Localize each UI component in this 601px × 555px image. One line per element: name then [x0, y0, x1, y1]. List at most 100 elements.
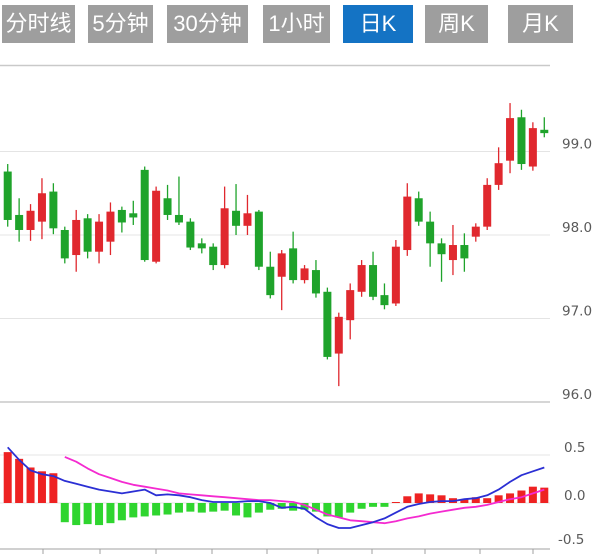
- candle-body: [140, 169, 149, 261]
- macd-bar-negative: [334, 503, 343, 518]
- candle-body: [528, 128, 537, 167]
- macd-bar-positive: [37, 471, 46, 503]
- candle-body: [380, 295, 389, 306]
- candle-body: [369, 265, 378, 297]
- tab-timeshare[interactable]: 分时线: [2, 5, 75, 43]
- candle-body: [414, 198, 423, 222]
- candle-body: [403, 196, 412, 251]
- candle-body: [448, 245, 457, 261]
- macd-bar-positive: [540, 487, 549, 503]
- macd-bar-negative: [254, 503, 263, 513]
- candle-body: [186, 221, 195, 248]
- candle-body: [357, 265, 366, 292]
- candle-body: [426, 221, 435, 244]
- candle-body: [37, 193, 46, 222]
- macd-bar-positive: [437, 495, 446, 503]
- macd-axis-label: -0.5: [558, 532, 584, 548]
- tab-monthly-k[interactable]: 月K: [508, 5, 573, 43]
- macd-bar-positive: [506, 493, 515, 503]
- candle-body: [232, 210, 241, 226]
- candle-body: [129, 213, 138, 218]
- price-axis-label: 99.0: [562, 137, 592, 153]
- candle-body: [72, 219, 81, 256]
- macd-bar-positive: [483, 498, 492, 503]
- candle-body: [460, 245, 469, 259]
- candle-body: [494, 163, 503, 185]
- macd-bar-positive: [26, 467, 35, 503]
- candle-body: [60, 229, 69, 259]
- macd-bar-negative: [83, 503, 92, 525]
- candle-body: [391, 246, 400, 304]
- macd-bar-negative: [152, 503, 161, 516]
- tab-30min[interactable]: 30分钟: [167, 5, 248, 43]
- candle-body: [289, 248, 298, 281]
- candle-body: [277, 253, 286, 277]
- price-axis-label: 96.0: [562, 387, 592, 403]
- candle-body: [437, 243, 446, 255]
- macd-bar-positive: [3, 452, 12, 503]
- candle-body: [243, 213, 252, 226]
- candle-body: [346, 290, 355, 321]
- macd-bar-negative: [209, 503, 218, 512]
- candle-body: [517, 117, 526, 165]
- macd-bar-negative: [232, 503, 241, 516]
- macd-bar-positive: [391, 502, 400, 503]
- tab-weekly-k[interactable]: 周K: [425, 5, 488, 43]
- candle-body: [483, 184, 492, 227]
- macd-lines-layer: [7, 446, 545, 529]
- tab-1hour[interactable]: 1小时: [263, 5, 330, 43]
- candle-body: [471, 226, 480, 237]
- candle-body: [197, 243, 206, 249]
- interval-tabbar: 分时线 5分钟 30分钟 1小时 日K 周K 月K: [0, 0, 601, 48]
- tab-5min[interactable]: 5分钟: [88, 5, 153, 43]
- candles-layer: [3, 103, 549, 387]
- macd-bar-negative: [311, 503, 320, 512]
- candle-body: [266, 266, 275, 296]
- candle-body: [163, 198, 172, 215]
- macd-bar-positive: [414, 493, 423, 503]
- macd-bar-negative: [357, 503, 366, 509]
- candle-body: [540, 129, 549, 134]
- candle-body: [15, 214, 24, 230]
- macd-bar-negative: [323, 503, 332, 517]
- candle-body: [334, 316, 343, 354]
- gridlines-layer: [0, 64, 550, 554]
- candle-body: [3, 171, 12, 220]
- candle-body: [311, 270, 320, 294]
- macd-bar-negative: [277, 503, 286, 509]
- candle-body: [254, 211, 263, 267]
- macd-bar-positive: [494, 495, 503, 503]
- macd-bar-positive: [528, 486, 537, 503]
- candle-body: [117, 209, 126, 223]
- tab-daily-k[interactable]: 日K: [343, 5, 413, 43]
- candle-body: [106, 211, 115, 242]
- macd-bar-negative: [266, 503, 275, 510]
- macd-bar-positive: [15, 458, 24, 503]
- macd-bar-negative: [346, 503, 355, 513]
- price-axis-label: 98.0: [562, 220, 592, 236]
- macd-bar-negative: [129, 503, 138, 518]
- macd-bar-positive: [426, 494, 435, 503]
- macd-bar-negative: [117, 503, 126, 521]
- macd-bar-negative: [186, 503, 195, 512]
- candle-body: [300, 268, 309, 281]
- candle-body: [209, 246, 218, 266]
- macd-bar-negative: [163, 503, 172, 515]
- macd-bar-negative: [174, 503, 183, 513]
- macd-bar-negative: [95, 503, 104, 526]
- dif-line: [7, 446, 545, 529]
- macd-bar-positive: [403, 496, 412, 503]
- macd-bar-negative: [300, 503, 309, 510]
- macd-bar-positive: [49, 473, 58, 503]
- macd-bar-negative: [60, 503, 69, 523]
- axis-labels-layer: 99.0 98.0 97.0 96.0 0.5 0.0 -0.5: [558, 137, 592, 549]
- candle-body: [95, 221, 104, 252]
- macd-axis-label: 0.5: [564, 440, 585, 456]
- macd-bar-negative: [197, 503, 206, 513]
- candle-body: [323, 291, 332, 357]
- macd-axis-label: 0.0: [564, 488, 585, 504]
- candle-body: [220, 208, 229, 266]
- candle-body: [83, 218, 92, 252]
